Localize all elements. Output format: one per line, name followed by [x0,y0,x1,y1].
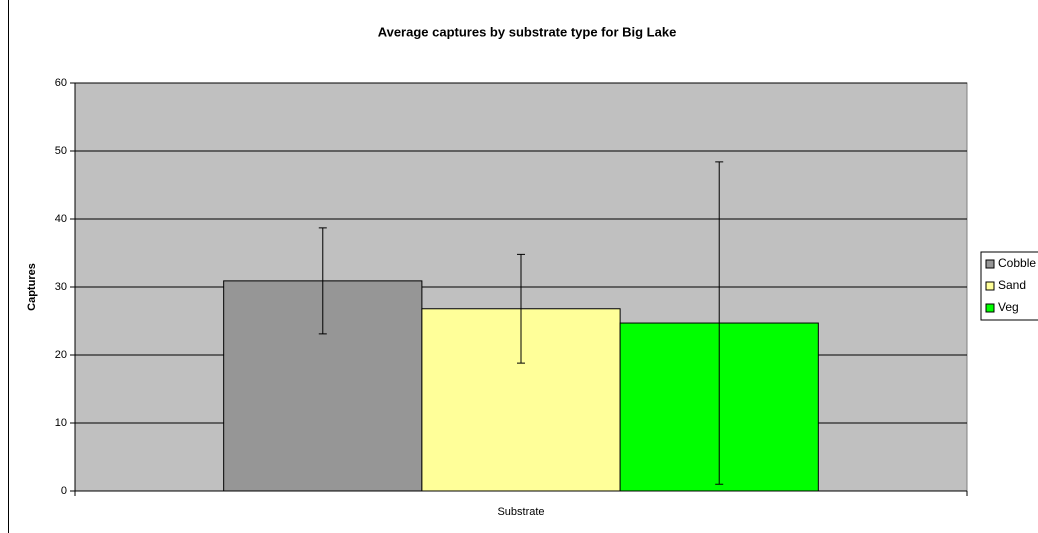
error-bar [517,253,525,364]
error-bar [715,161,724,485]
error-bar [318,227,327,335]
y-tick-label: 10 [55,417,67,429]
y-axis-label: Captures [26,263,38,311]
y-tick-label: 30 [55,281,67,293]
legend-label: Sand [998,278,1026,292]
y-tick-label: 50 [55,145,67,157]
y-tick-label: 40 [55,213,67,225]
x-axis-label: Substrate [497,506,544,518]
y-tick-label: 20 [55,349,67,361]
legend-label: Cobble [998,256,1036,270]
legend-swatch [985,303,995,313]
chart-title: Average captures by substrate type for B… [378,24,677,39]
y-tick-label: 60 [55,77,67,89]
legend-swatch [985,281,995,291]
legend-swatch [985,259,995,269]
legend-label: Veg [998,300,1019,314]
y-tick-label: 0 [61,485,67,497]
